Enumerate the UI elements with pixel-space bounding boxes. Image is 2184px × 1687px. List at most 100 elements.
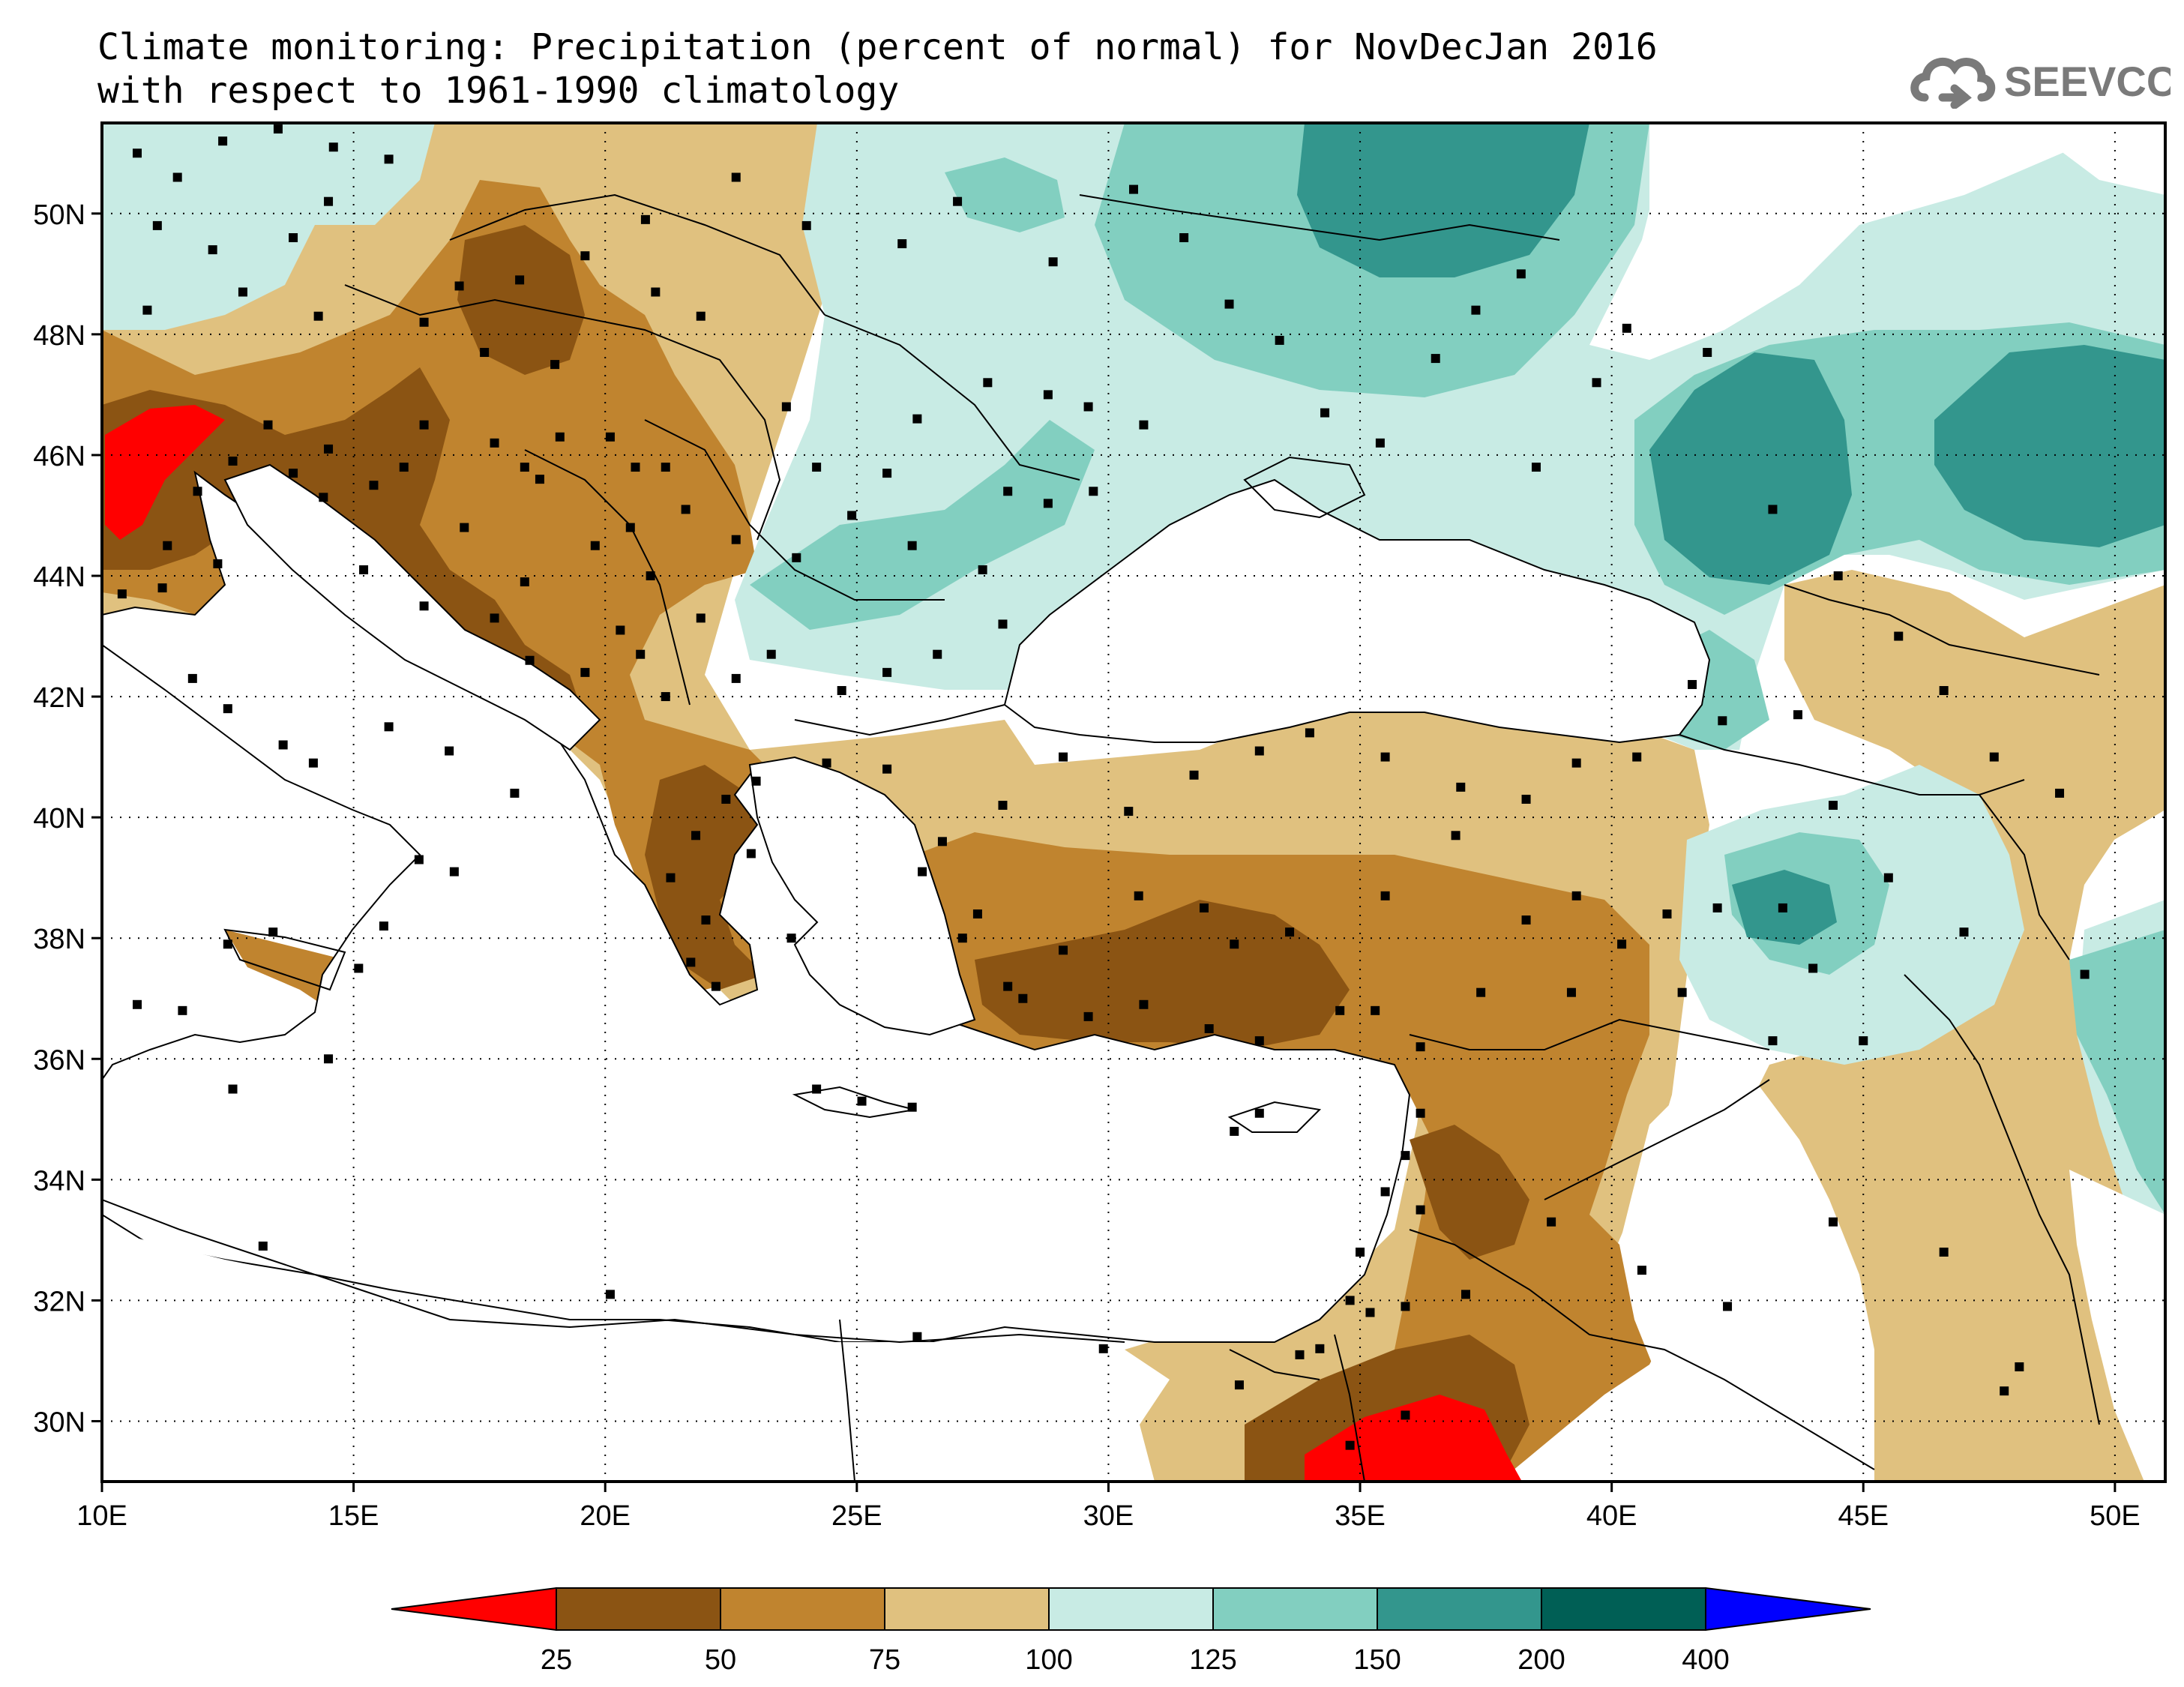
station-marker xyxy=(1365,1308,1375,1317)
station-marker xyxy=(1401,1151,1410,1161)
station-marker xyxy=(460,523,469,532)
station-marker xyxy=(278,740,288,750)
station-marker xyxy=(268,927,278,937)
lon-tick-label: 15E xyxy=(328,1500,379,1532)
field-25-50-greece xyxy=(645,765,765,990)
station-marker xyxy=(2015,1362,2024,1371)
caspian-sea xyxy=(1604,123,2165,345)
station-marker xyxy=(1571,891,1581,900)
station-marker xyxy=(1461,1290,1471,1299)
station-marker xyxy=(178,1005,187,1015)
station-marker xyxy=(1345,1440,1355,1450)
station-marker xyxy=(998,801,1008,811)
station-marker xyxy=(1883,873,1893,882)
station-marker xyxy=(1098,1344,1108,1353)
sea-mask xyxy=(102,123,2165,1482)
station-marker xyxy=(1345,1296,1355,1305)
station-marker xyxy=(132,148,142,158)
station-marker xyxy=(661,692,670,702)
station-marker xyxy=(1521,915,1531,925)
station-marker xyxy=(1416,1042,1425,1052)
station-marker xyxy=(1828,1217,1838,1227)
station-marker xyxy=(1531,463,1541,472)
lat-tick-label: 32N xyxy=(33,1286,85,1317)
station-marker xyxy=(1059,945,1068,955)
station-marker xyxy=(520,463,529,472)
colorbar-box xyxy=(1377,1587,1542,1631)
station-marker xyxy=(324,1054,334,1064)
station-marker xyxy=(1688,679,1697,689)
station-marker xyxy=(631,463,640,472)
colorbar-box xyxy=(1541,1587,1706,1631)
station-marker xyxy=(731,172,741,182)
station-marker xyxy=(1048,257,1058,267)
border-line xyxy=(1079,194,1560,241)
station-marker xyxy=(1662,909,1672,918)
graticule xyxy=(102,123,2165,1482)
station-marker xyxy=(701,915,711,925)
station-marker xyxy=(781,402,791,412)
lat-tick-label: 48N xyxy=(33,320,85,352)
colorbar-lower-extension xyxy=(391,1587,557,1632)
arabia-mask xyxy=(1619,1080,1874,1482)
station-marker xyxy=(1083,1011,1093,1021)
station-marker xyxy=(1416,1205,1425,1215)
station-marker xyxy=(1566,987,1576,997)
aegean-sea xyxy=(748,756,976,1036)
station-marker xyxy=(399,463,409,472)
station-marker xyxy=(580,667,590,677)
station-marker xyxy=(213,559,223,568)
station-marker xyxy=(1677,987,1687,997)
lon-tick-label: 40E xyxy=(1586,1500,1637,1532)
station-marker xyxy=(163,541,172,550)
field-below-25-north-italy xyxy=(105,405,225,540)
title-line-1: Climate monitoring: Precipitation (perce… xyxy=(97,26,1658,68)
station-marker xyxy=(590,541,600,550)
station-marker xyxy=(605,432,615,442)
station-marker xyxy=(616,625,625,635)
lat-tick-label: 38N xyxy=(33,924,85,955)
station-marker xyxy=(1416,1108,1425,1118)
station-marker xyxy=(1305,728,1314,738)
station-marker xyxy=(812,463,822,472)
station-marker xyxy=(187,673,197,683)
station-marker xyxy=(1431,354,1440,364)
field-125-150-dnieper xyxy=(750,420,1095,630)
station-marker xyxy=(1179,233,1189,243)
station-marker xyxy=(1204,1024,1214,1033)
border-line xyxy=(1784,584,2100,676)
field-below-25-arabia xyxy=(1305,1395,1522,1482)
colorbar-level-label: 50 xyxy=(705,1644,736,1676)
station-marker xyxy=(1043,390,1053,400)
station-marker xyxy=(1712,903,1722,912)
colorbar-labels: 25 50 75 100 125 150 200 400 xyxy=(541,1644,1730,1676)
station-marker xyxy=(1018,993,1028,1003)
station-marker xyxy=(882,764,892,774)
station-marker xyxy=(651,287,661,297)
station-marker xyxy=(313,311,323,321)
station-marker xyxy=(978,565,987,574)
station-marker xyxy=(746,849,756,858)
station-marker xyxy=(837,686,846,696)
station-marker xyxy=(1828,801,1838,811)
border-line xyxy=(1229,1349,1320,1380)
station-marker xyxy=(228,456,238,466)
lon-tick-label: 30E xyxy=(1083,1500,1134,1532)
title-line-2: with respect to 1961-1990 climatology xyxy=(97,70,900,112)
station-marker xyxy=(686,957,696,967)
station-marker xyxy=(328,142,338,152)
station-marker xyxy=(822,758,831,768)
station-marker xyxy=(142,305,152,315)
station-marker xyxy=(766,649,776,659)
seevccc-logo: SEEVCCC xyxy=(1910,57,2171,109)
station-marker xyxy=(208,245,217,255)
station-marker xyxy=(812,1084,822,1094)
station-marker xyxy=(449,867,459,876)
field-150-200-caspian xyxy=(1934,345,2165,547)
colorbar-level-label: 200 xyxy=(1517,1644,1565,1676)
station-marker xyxy=(937,837,947,846)
station-marker xyxy=(354,963,364,973)
coast-sicily xyxy=(223,928,346,991)
station-marker xyxy=(1043,499,1053,508)
